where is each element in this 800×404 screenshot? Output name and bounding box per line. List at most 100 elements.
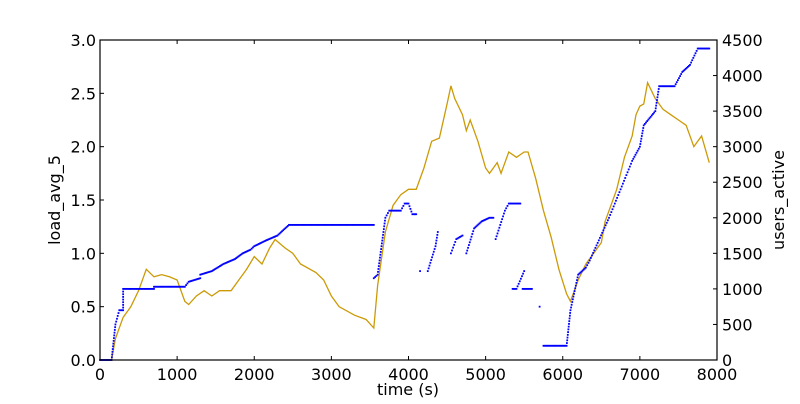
users-point [329,223,332,226]
users-point [122,287,125,290]
users-point [181,285,184,288]
users-point [586,264,589,267]
users-point [349,223,352,226]
users-point [364,223,367,226]
users-point [383,222,386,225]
users-point [262,240,265,243]
users-point [574,284,577,287]
users-point [575,281,578,284]
users-point [655,104,658,107]
users-point [370,223,373,226]
users-point [403,202,406,205]
users-point [610,211,613,213]
users-point [696,47,699,50]
users-point [341,223,344,226]
users-point [568,317,571,320]
users-point [124,287,127,290]
users-point [671,85,674,88]
users-point [652,113,654,115]
users-point [647,118,650,121]
users-point [237,255,240,258]
users-point [512,202,515,205]
users-point [521,287,524,290]
users-point [382,228,385,231]
users-point [657,88,660,90]
users-point [170,285,173,288]
users-point [516,285,519,288]
users-point [551,344,554,347]
users-point [655,101,658,104]
users-point [179,285,182,288]
users-point [379,256,381,259]
users-point [232,258,235,261]
users-point [231,259,234,261]
y2-tick-label: 2000 [722,209,763,228]
users-point [182,285,185,288]
users-point [377,265,380,268]
users-point [650,114,653,117]
users-point [542,344,545,347]
users-point [479,221,482,224]
users-point [374,276,376,278]
users-point [311,223,314,226]
users-point [133,287,136,290]
users-series [99,47,711,361]
users-point [617,194,620,196]
users-point [569,309,572,312]
users-point [504,209,506,212]
users-point [566,336,569,339]
users-point [405,202,407,205]
users-point [165,285,168,288]
users-point [238,254,241,257]
users-point [609,214,612,216]
users-point [313,223,316,226]
users-point [183,285,186,288]
users-point [457,236,460,239]
users-point [632,157,635,160]
users-point [252,246,254,249]
users-point [555,344,558,347]
users-point [283,228,286,231]
users-point [641,129,644,132]
users-point [486,217,489,220]
users-point [200,273,203,276]
users-point [689,63,691,66]
users-point [634,153,637,156]
users-point [642,127,645,129]
users-point [557,344,560,347]
users-point [480,220,483,223]
users-point [358,223,361,226]
users-point [122,298,125,301]
users-point [686,66,689,68]
users-point [408,205,411,208]
users-point [547,344,549,347]
users-point [132,287,135,290]
users-point [225,261,228,264]
users-point [467,246,469,249]
users-point [378,259,381,262]
users-point [531,287,533,290]
users-point [318,223,321,226]
users-point [470,235,473,238]
users-point [695,49,698,52]
users-point [289,223,292,226]
users-point [472,230,475,233]
users-point [333,223,336,226]
users-point [589,257,592,259]
users-point [549,344,552,347]
users-point [565,344,568,347]
users-point [596,241,599,244]
users-point [171,285,174,288]
users-point [157,285,160,288]
users-point [568,320,571,323]
users-point [267,238,270,241]
users-point [284,227,287,229]
users-point [395,209,398,212]
users-point [573,290,576,292]
users-point [345,223,347,226]
users-point [125,287,128,290]
users-point [243,251,246,254]
users-point [191,279,194,282]
users-point [332,223,335,226]
